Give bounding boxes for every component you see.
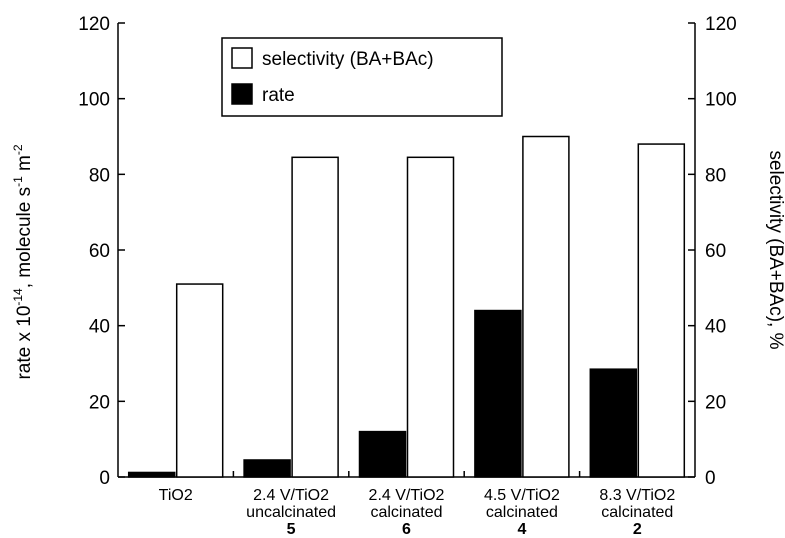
y-tick-label-left-2: 40	[89, 317, 110, 338]
x-tick-number-4: 2	[633, 521, 642, 538]
bars-layer	[127, 135, 686, 478]
x-tick-label-4: 8.3 V/TiO2	[599, 487, 675, 504]
y-tick-label-left-5: 100	[78, 90, 110, 111]
y-tick-label-left-3: 60	[89, 241, 110, 262]
y-tick-label-right-0: 0	[705, 468, 716, 489]
legend-swatch-rate	[231, 83, 253, 105]
y-tick-label-right-1: 20	[705, 392, 726, 413]
y-tick-label-left-1: 20	[89, 392, 110, 413]
bar-rate-0	[127, 471, 176, 478]
y-tick-label-right-3: 60	[705, 241, 726, 262]
x-tick-sublabel-4: calcinated	[601, 504, 673, 521]
x-tick-number-1: 5	[287, 521, 296, 538]
bar-rate-4	[589, 368, 638, 478]
x-tick-sublabel-1: uncalcinated	[246, 504, 336, 521]
bar-rate-2	[358, 430, 407, 478]
x-tick-label-3: 4.5 V/TiO2	[484, 487, 560, 504]
y-tick-label-right-2: 40	[705, 317, 726, 338]
x-tick-number-2: 6	[402, 521, 411, 538]
legend-swatch-selectivity	[231, 47, 253, 69]
y-axis-right-title: selectivity (BA+BAc), %	[765, 150, 785, 349]
bar-selectivity-0	[175, 283, 224, 478]
legend-label-rate: rate	[262, 85, 295, 106]
bar-selectivity-3	[522, 135, 570, 478]
bar-selectivity-2	[406, 156, 455, 478]
bar-selectivity-1	[291, 156, 339, 478]
y-tick-label-right-6: 120	[705, 14, 737, 35]
y-tick-label-left-0: 0	[99, 468, 110, 489]
bar-rate-1	[243, 459, 291, 478]
y-tick-label-left-4: 80	[89, 165, 110, 186]
x-tick-sublabel-2: calcinated	[370, 504, 442, 521]
y-axis-left-title: rate x 10-14, molecule s-1 m-2	[11, 144, 35, 379]
x-tick-label-0: TiO2	[159, 487, 193, 504]
x-tick-number-3: 4	[517, 521, 526, 538]
x-tick-sublabel-3: calcinated	[486, 504, 558, 521]
y-tick-label-right-5: 100	[705, 90, 737, 111]
bar-rate-3	[474, 309, 522, 478]
y-tick-label-left-6: 120	[78, 14, 110, 35]
x-tick-label-1: 2.4 V/TiO2	[253, 487, 329, 504]
legend-frame	[221, 37, 503, 117]
labels-layer: 0 0 20 20 40 40 60 60 80 80 100 100 120 120 TiO2 2.4 V/…	[78, 14, 736, 538]
y-tick-label-right-4: 80	[705, 165, 726, 186]
legend-label-selectivity: selectivity (BA+BAc)	[262, 49, 434, 70]
x-tick-label-2: 2.4 V/TiO2	[369, 487, 445, 504]
bar-selectivity-4	[637, 143, 686, 478]
legend: selectivity (BA+BAc) rate	[221, 37, 503, 117]
